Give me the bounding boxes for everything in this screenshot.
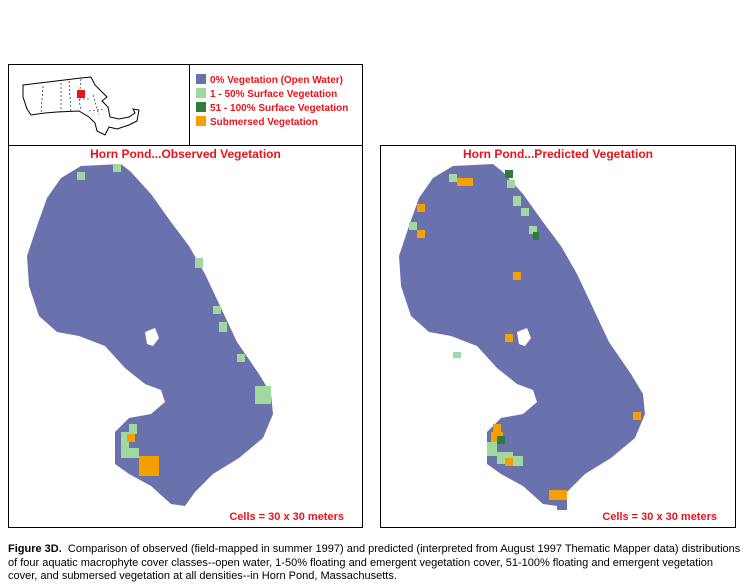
observed-panel-title: Horn Pond...Observed Vegetation [90, 147, 281, 161]
study-area-marker [77, 90, 85, 98]
figure-caption: Figure 3D. Comparison of observed (field… [8, 543, 743, 584]
county-boundaries [40, 78, 106, 116]
legend-swatch-open-water [196, 74, 206, 84]
legend-swatch-sparse [196, 88, 206, 98]
predicted-panel-title: Horn Pond...Predicted Vegetation [462, 147, 654, 161]
figure-caption-text: Comparison of observed (field-mapped in … [8, 543, 741, 582]
predicted-cells-note: Cells = 30 x 30 meters [602, 511, 717, 523]
legend-item-submersed: Submersed Vegetation [196, 116, 318, 128]
observed-pond-map [27, 164, 273, 506]
observed-cells-note: Cells = 30 x 30 meters [229, 511, 344, 523]
predicted-pond-map [399, 164, 645, 510]
legend-item-sparse: 1 - 50% Surface Vegetation [196, 88, 337, 100]
legend-swatch-dense [196, 102, 206, 112]
observed-panel: Horn Pond...Observed Vegetation Cells = … [8, 145, 363, 528]
predicted-vegetation-cells [409, 170, 641, 510]
island-predicted [517, 328, 531, 346]
predicted-panel: Horn Pond...Predicted Vegetation [380, 145, 736, 528]
massachusetts-locator-map [22, 76, 140, 136]
legend-item-open-water: 0% Vegetation (Open Water) [196, 74, 343, 86]
massachusetts-outline [22, 76, 140, 136]
observed-vegetation-cells [77, 164, 271, 476]
figure-caption-label: Figure 3D. [8, 543, 62, 555]
legend-box: 0% Vegetation (Open Water) 1 - 50% Surfa… [189, 64, 363, 146]
legend-swatch-submersed [196, 116, 206, 126]
legend-item-dense: 51 - 100% Surface Vegetation [196, 102, 348, 114]
island-observed [145, 328, 159, 346]
locator-map-box [8, 64, 190, 146]
